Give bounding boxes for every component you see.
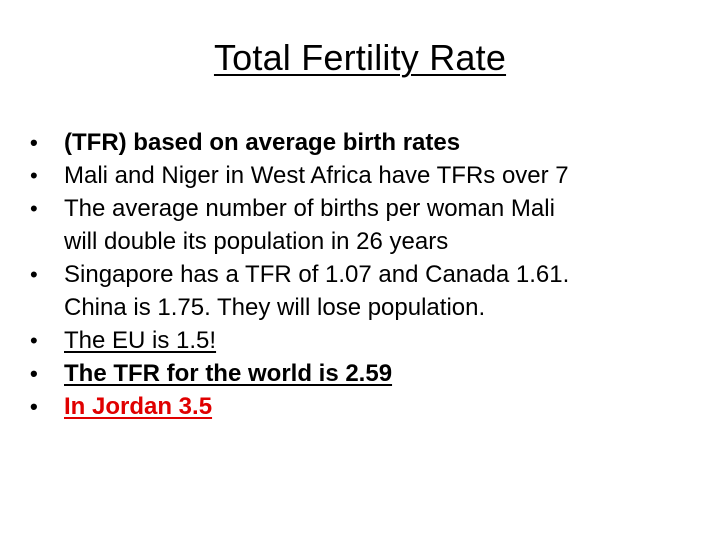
bullet-item: • In Jordan 3.5 bbox=[30, 390, 710, 423]
bullet-item: • (TFR) based on average birth rates bbox=[30, 126, 710, 159]
bullet-dot-icon: • bbox=[30, 196, 38, 221]
bullet-text-line: Singapore has a TFR of 1.07 and Canada 1… bbox=[64, 261, 570, 288]
bullet-dot-icon: • bbox=[30, 328, 38, 353]
bullet-item: • The EU is 1.5! bbox=[30, 324, 710, 357]
bullet-dot-icon: • bbox=[30, 394, 38, 419]
bullet-item: • The TFR for the world is 2.59 bbox=[30, 357, 710, 390]
bullet-item: • Mali and Niger in West Africa have TFR… bbox=[30, 159, 710, 192]
bullet-text: The EU is 1.5! bbox=[64, 327, 217, 354]
bullet-dot-icon: • bbox=[30, 262, 38, 287]
bullet-text: In Jordan 3.5 bbox=[64, 393, 213, 420]
bullet-list: • (TFR) based on average birth rates • M… bbox=[30, 126, 710, 423]
bullet-dot-icon: • bbox=[30, 361, 38, 386]
bullet-text: (TFR) based on average birth rates bbox=[64, 129, 461, 156]
bullet-text-line: will double its population in 26 years bbox=[64, 228, 449, 255]
bullet-text: Mali and Niger in West Africa have TFRs … bbox=[64, 162, 569, 189]
bullet-text: The TFR for the world is 2.59 bbox=[64, 360, 393, 387]
bullet-text-line: China is 1.75. They will lose population… bbox=[64, 294, 486, 321]
bullet-dot-icon: • bbox=[30, 130, 38, 155]
bullet-item: • Singapore has a TFR of 1.07 and Canada… bbox=[30, 258, 710, 324]
bullet-dot-icon: • bbox=[30, 163, 38, 188]
bullet-item: • The average number of births per woman… bbox=[30, 192, 710, 258]
bullet-text-line: The average number of births per woman M… bbox=[64, 195, 555, 222]
slide-title: Total Fertility Rate bbox=[213, 37, 507, 78]
